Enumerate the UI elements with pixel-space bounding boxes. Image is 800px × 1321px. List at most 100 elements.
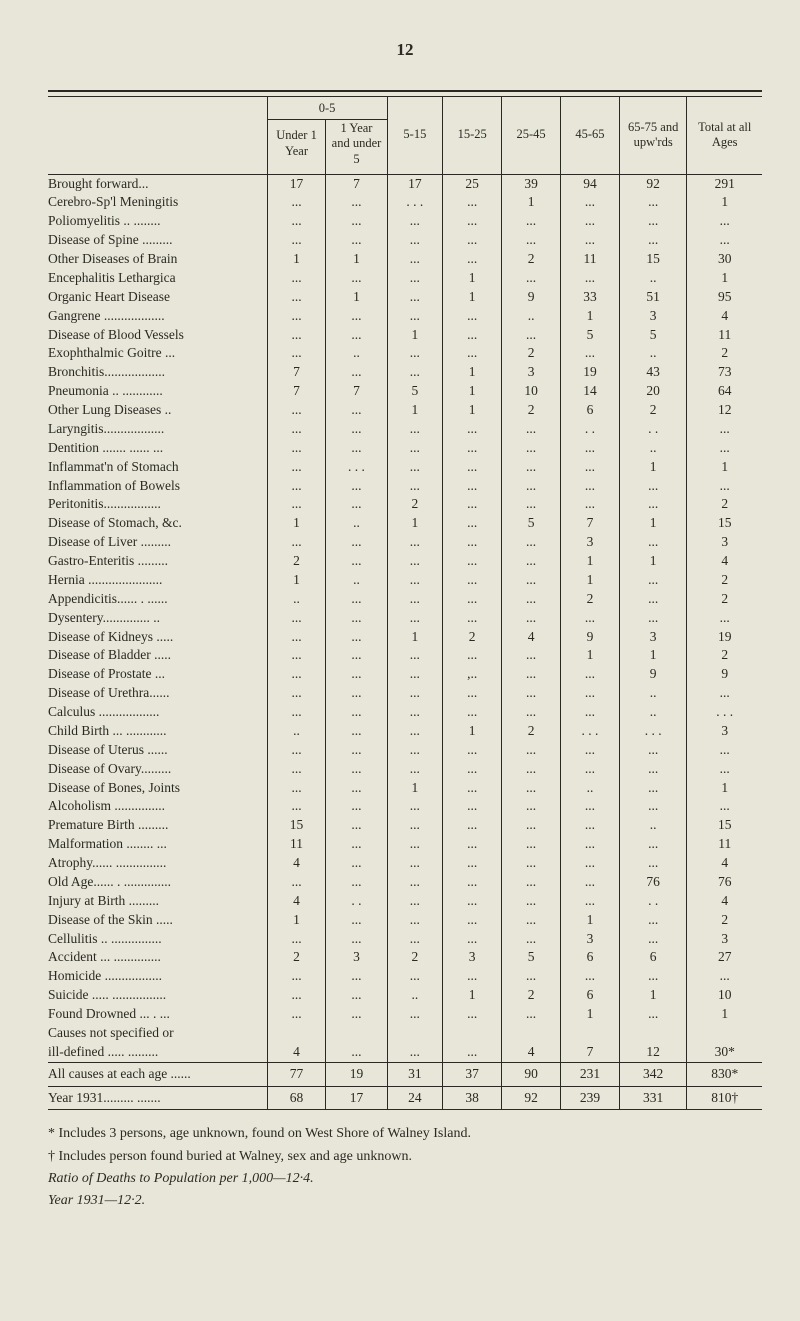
cell: ... bbox=[387, 571, 443, 590]
cell: 5 bbox=[502, 514, 561, 533]
cell: ... bbox=[619, 609, 686, 628]
cell: ... bbox=[387, 477, 443, 496]
cell: ... bbox=[502, 854, 561, 873]
cell: .. bbox=[619, 439, 686, 458]
cell: ... bbox=[326, 760, 387, 779]
cell: 77 bbox=[267, 1063, 326, 1086]
cell: . . bbox=[619, 892, 686, 911]
cell: 2 bbox=[687, 590, 762, 609]
cell: ... bbox=[502, 212, 561, 231]
cell: 1 bbox=[687, 779, 762, 798]
cell: ... bbox=[502, 269, 561, 288]
row-label: Disease of Uterus ...... bbox=[48, 741, 267, 760]
cell: 4 bbox=[502, 1043, 561, 1062]
table-row: Poliomyelitis .. .......................… bbox=[48, 212, 762, 231]
cell: 5 bbox=[502, 948, 561, 967]
table-row: Atrophy...... ...............4..........… bbox=[48, 854, 762, 873]
cell: 1 bbox=[387, 779, 443, 798]
cell: ... bbox=[561, 344, 620, 363]
mortality-table: 0-5 5-15 15-25 25-45 45-65 65-75 and upw… bbox=[48, 97, 762, 1110]
cell: ... bbox=[387, 967, 443, 986]
row-label: Causes not specified or bbox=[48, 1024, 267, 1043]
summary-body: All causes at each age ......77193137902… bbox=[48, 1062, 762, 1110]
cell: ... bbox=[267, 628, 326, 647]
cell bbox=[502, 1024, 561, 1043]
cell: 7 bbox=[267, 363, 326, 382]
cell: 19 bbox=[687, 628, 762, 647]
cell: ... bbox=[502, 495, 561, 514]
cell: ... bbox=[326, 420, 387, 439]
cell: ... bbox=[387, 873, 443, 892]
cell: ... bbox=[267, 193, 326, 212]
cell: 2 bbox=[387, 495, 443, 514]
cell: ... bbox=[443, 1043, 502, 1062]
cell: ... bbox=[502, 779, 561, 798]
hdr-65-75: 65-75 and upw'rds bbox=[619, 97, 686, 172]
cell: ... bbox=[387, 703, 443, 722]
cell: 9 bbox=[502, 288, 561, 307]
cell: ... bbox=[443, 571, 502, 590]
cell: 2 bbox=[502, 722, 561, 741]
cell: ... bbox=[619, 477, 686, 496]
cell: 11 bbox=[561, 250, 620, 269]
cell: ... bbox=[326, 722, 387, 741]
cell: ... bbox=[387, 420, 443, 439]
cell: ... bbox=[443, 816, 502, 835]
cell: ... bbox=[619, 533, 686, 552]
cell: ... bbox=[326, 477, 387, 496]
cell: 92 bbox=[502, 1087, 561, 1110]
row-label: Disease of Bladder ..... bbox=[48, 646, 267, 665]
cell: 830* bbox=[687, 1063, 762, 1086]
row-label: Organic Heart Disease bbox=[48, 288, 267, 307]
cell: ... bbox=[443, 212, 502, 231]
cell: ... bbox=[502, 646, 561, 665]
hdr-45-65: 45-65 bbox=[561, 97, 620, 172]
cell: ... bbox=[561, 816, 620, 835]
cell: ... bbox=[267, 288, 326, 307]
cell: ... bbox=[687, 797, 762, 816]
cell: 76 bbox=[619, 873, 686, 892]
table-row: Suicide ..... ........................12… bbox=[48, 986, 762, 1005]
cell: ... bbox=[443, 458, 502, 477]
cell: . . . bbox=[687, 703, 762, 722]
cell: 30 bbox=[687, 250, 762, 269]
cell: ... bbox=[267, 873, 326, 892]
cell: 51 bbox=[619, 288, 686, 307]
cell: ... bbox=[326, 307, 387, 326]
cell: 3 bbox=[687, 533, 762, 552]
cell: ... bbox=[326, 628, 387, 647]
row-label: Gangrene .................. bbox=[48, 307, 267, 326]
cell: ... bbox=[619, 835, 686, 854]
cell: ... bbox=[443, 646, 502, 665]
row-label: Disease of Urethra...... bbox=[48, 684, 267, 703]
cell: ... bbox=[267, 646, 326, 665]
cell: ... bbox=[502, 552, 561, 571]
cell: . . . bbox=[619, 722, 686, 741]
cell: ... bbox=[387, 250, 443, 269]
table-row: Brought forward...1771725399492291 bbox=[48, 174, 762, 193]
hdr-5-15: 5-15 bbox=[387, 97, 443, 172]
hdr-0-5: 0-5 bbox=[267, 97, 387, 119]
cell: 3 bbox=[443, 948, 502, 967]
cell: 43 bbox=[619, 363, 686, 382]
cell: 1 bbox=[267, 911, 326, 930]
cell: .. bbox=[502, 307, 561, 326]
cell: ... bbox=[443, 231, 502, 250]
cell: ... bbox=[619, 967, 686, 986]
cell: ... bbox=[326, 873, 387, 892]
cell: ... bbox=[561, 193, 620, 212]
table-row: Exophthalmic Goitre ..............2.....… bbox=[48, 344, 762, 363]
cell: 9 bbox=[561, 628, 620, 647]
cell: ... bbox=[687, 684, 762, 703]
table-row: Disease of Blood Vessels......1......551… bbox=[48, 326, 762, 345]
row-label: Alcoholism ............... bbox=[48, 797, 267, 816]
table-row: Injury at Birth .........4. ............… bbox=[48, 892, 762, 911]
cell: ... bbox=[387, 552, 443, 571]
cell: 7 bbox=[326, 174, 387, 193]
cell: 2 bbox=[687, 911, 762, 930]
cell: .. bbox=[326, 344, 387, 363]
cell: ... bbox=[443, 741, 502, 760]
cell: ... bbox=[561, 439, 620, 458]
cell: 231 bbox=[561, 1063, 620, 1086]
row-label: Poliomyelitis .. ........ bbox=[48, 212, 267, 231]
